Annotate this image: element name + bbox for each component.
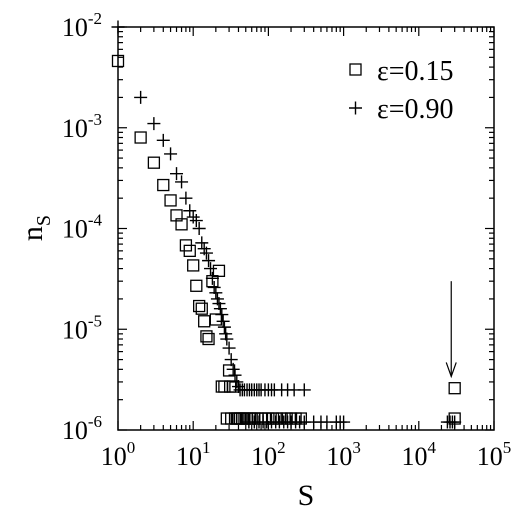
marker-plus <box>448 415 462 429</box>
marker-plus <box>216 314 230 328</box>
marker-plus <box>195 236 209 250</box>
x-axis-label: S <box>298 479 315 512</box>
marker-square <box>212 264 226 277</box>
marker-plus <box>164 147 178 161</box>
markers-layer <box>111 20 462 429</box>
marker-plus <box>224 353 238 367</box>
marker-plus <box>199 246 213 260</box>
series-1 <box>111 54 461 425</box>
marker-square <box>183 244 196 258</box>
legend-marker-square <box>349 63 362 76</box>
marker-square <box>164 194 177 207</box>
marker-plus <box>170 167 184 181</box>
marker-plus <box>147 117 161 131</box>
y-tick-label: 10-3 <box>62 110 102 143</box>
y-tick-label: 10-4 <box>62 211 103 244</box>
y-tick-label: 10-6 <box>62 412 102 445</box>
y-axis-label-sub: S <box>33 215 55 226</box>
marker-plus <box>220 332 234 346</box>
marker-square <box>209 313 222 326</box>
marker-square <box>157 178 170 192</box>
y-axis-label-main: n <box>16 226 49 241</box>
legend-label-series-1: ε=0.15 <box>377 56 454 87</box>
marker-plus <box>134 90 148 104</box>
marker-square <box>195 302 208 315</box>
marker-plus <box>207 280 221 294</box>
y-tick-label: 10-2 <box>62 9 102 42</box>
marker-plus <box>202 254 216 268</box>
x-tick-label: 105 <box>477 438 512 471</box>
x-tick-labels: 100 101 102 103 104 105 <box>101 438 512 471</box>
marker-plus <box>297 383 311 397</box>
marker-plus <box>215 308 229 322</box>
marker-square <box>147 156 161 169</box>
marker-plus <box>156 133 170 147</box>
marker-square <box>134 131 147 144</box>
x-tick-label: 100 <box>101 438 136 471</box>
marker-square <box>198 315 211 328</box>
x-tick-label: 104 <box>402 438 437 471</box>
y-tick-labels: 10-6 10-5 10-4 10-3 10-2 <box>62 9 103 445</box>
marker-plus <box>217 320 231 334</box>
marker-plus <box>213 302 227 316</box>
marker-square <box>190 279 203 292</box>
marker-plus <box>219 327 233 341</box>
legend: ε=0.15 ε=0.90 <box>349 56 454 125</box>
marker-square <box>187 259 200 272</box>
marker-plus <box>212 297 226 311</box>
marker-plus <box>175 175 189 189</box>
marker-plus <box>186 210 200 224</box>
marker-plus <box>183 204 197 218</box>
series-2 <box>111 20 462 429</box>
marker-plus <box>222 341 236 355</box>
marker-square <box>200 330 213 343</box>
y-axis-label: nS <box>16 215 55 241</box>
marker-square <box>202 332 215 346</box>
marker-square <box>215 380 228 393</box>
marker-square <box>175 218 188 231</box>
marker-plus <box>189 214 203 228</box>
legend-label-series-2: ε=0.90 <box>377 94 454 125</box>
y-tick-label: 10-5 <box>62 311 102 344</box>
marker-plus <box>226 362 240 376</box>
marker-plus <box>205 271 219 285</box>
marker-square <box>193 299 206 313</box>
annotation-layer <box>445 281 457 379</box>
marker-plus <box>209 286 223 300</box>
marker-square <box>448 382 461 395</box>
legend-marker-plus <box>349 101 362 115</box>
marker-plus <box>204 262 218 276</box>
plot-frame <box>117 26 495 431</box>
x-tick-label: 103 <box>326 438 361 471</box>
marker-plus <box>179 191 193 205</box>
annotation-arrow-head <box>445 362 457 379</box>
marker-plus <box>192 222 206 235</box>
x-tick-label: 101 <box>176 438 211 471</box>
marker-plus <box>228 368 242 382</box>
x-tick-label: 102 <box>251 438 286 471</box>
marker-plus <box>337 415 351 429</box>
ticks-layer <box>117 26 495 431</box>
